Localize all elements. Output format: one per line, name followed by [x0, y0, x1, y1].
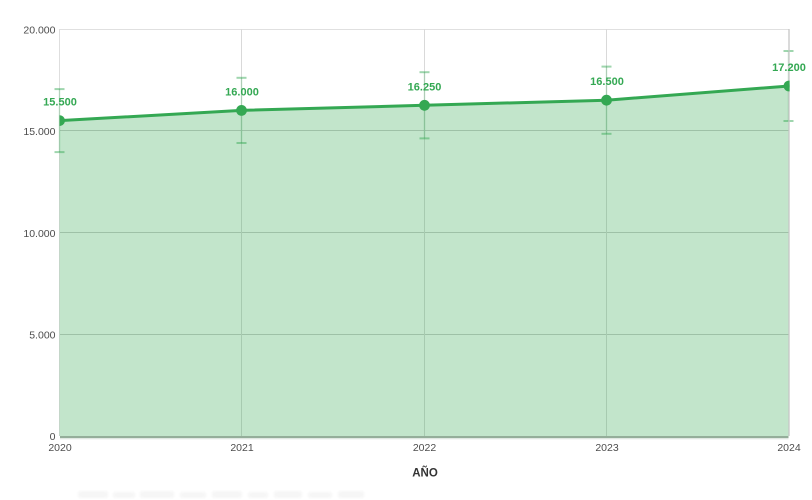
svg-text:16.500: 16.500	[590, 76, 624, 88]
svg-text:2024: 2024	[777, 442, 801, 454]
svg-text:2020: 2020	[48, 442, 72, 454]
svg-text:AÑO: AÑO	[412, 467, 438, 480]
svg-text:17.200: 17.200	[772, 62, 806, 74]
svg-text:2022: 2022	[413, 442, 437, 454]
svg-text:16.250: 16.250	[408, 81, 442, 93]
svg-text:15.500: 15.500	[43, 97, 77, 109]
svg-text:2021: 2021	[230, 442, 254, 454]
svg-text:10.000: 10.000	[23, 228, 55, 240]
svg-text:15.000: 15.000	[23, 126, 55, 138]
svg-text:2023: 2023	[595, 442, 619, 454]
svg-text:5.000: 5.000	[29, 330, 55, 342]
svg-text:20.000: 20.000	[23, 24, 55, 36]
svg-text:0: 0	[50, 431, 56, 443]
svg-text:16.000: 16.000	[225, 86, 259, 98]
